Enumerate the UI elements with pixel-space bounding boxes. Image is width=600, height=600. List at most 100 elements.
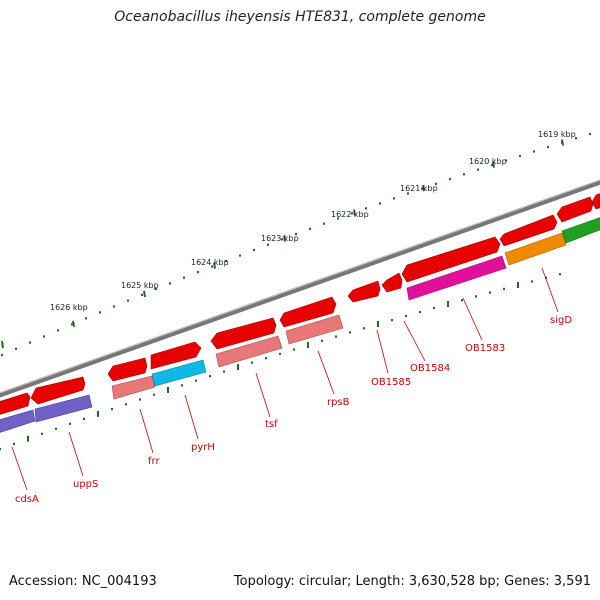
scale-tick-label: 1623 kbp xyxy=(261,234,299,243)
cog-band xyxy=(0,217,600,433)
inner-dot xyxy=(279,352,281,355)
leader-line xyxy=(462,297,483,341)
scale-dot xyxy=(379,202,381,205)
inner-major-tick xyxy=(237,364,239,371)
inner-major-tick xyxy=(377,321,379,328)
inner-dot xyxy=(503,287,505,290)
inner-dot xyxy=(251,361,253,364)
inner-dot xyxy=(559,273,561,276)
scale-dot xyxy=(435,182,437,185)
inner-major-tick xyxy=(27,435,29,442)
inner-dot xyxy=(69,422,71,425)
scale-tick-label: 1626 kbp xyxy=(50,303,88,312)
gene-bar-magenta xyxy=(406,255,507,301)
scale-dot xyxy=(71,323,73,326)
gene-arrow xyxy=(347,280,381,303)
gene-arrow xyxy=(0,392,31,415)
gene-arrow xyxy=(499,214,558,247)
scale-dot xyxy=(1,353,3,357)
scale-dot xyxy=(267,243,269,246)
scale-tick-label: 1621 kbp xyxy=(400,184,438,193)
gene-bar-pink xyxy=(285,314,344,345)
gene-arrow xyxy=(150,341,202,370)
inner-dot xyxy=(461,299,463,302)
gene-label-OB1585: OB1585 xyxy=(371,377,411,388)
inner-dot xyxy=(209,375,211,378)
gene-arrow xyxy=(381,272,403,293)
scale-major-tick xyxy=(422,185,425,192)
gene-bar-cyan xyxy=(151,359,207,387)
scale-dot xyxy=(477,168,479,171)
inner-major-tick xyxy=(97,410,99,417)
scale-track xyxy=(1,132,591,357)
scale-major-tick xyxy=(1,340,4,349)
leader-line xyxy=(184,394,199,440)
inner-dot xyxy=(405,314,407,318)
scale-dot xyxy=(351,212,353,215)
gene-bar-lavender xyxy=(0,409,36,433)
scale-dot xyxy=(337,217,339,220)
inner-dot xyxy=(349,331,351,334)
scale-dot xyxy=(449,177,451,181)
inner-major-tick xyxy=(517,282,519,289)
scale-dot xyxy=(365,207,367,210)
inner-dot xyxy=(111,408,113,411)
inner-dot xyxy=(391,318,393,322)
scale-tick-label: 1622 kbp xyxy=(331,210,369,219)
inner-dot xyxy=(41,432,43,435)
gene-label-uppS: uppS xyxy=(73,479,98,490)
gene-label-rpsB: rpsB xyxy=(327,397,350,408)
leader-line xyxy=(68,431,84,477)
inner-dot xyxy=(125,403,127,406)
genome-backbone-highlight xyxy=(0,179,600,394)
scale-tick-label: 1624 kbp xyxy=(191,258,229,267)
scale-dot xyxy=(505,159,507,162)
scale-major-tick xyxy=(353,209,356,216)
leader-line xyxy=(376,329,389,374)
scale-dot xyxy=(155,287,157,291)
scale-dot xyxy=(463,173,465,176)
gene-label-pyrH: pyrH xyxy=(191,442,215,453)
topology-text: Topology: circular; Length: 3,630,528 bp… xyxy=(233,574,591,589)
inner-dot xyxy=(475,295,477,298)
genome-backbone xyxy=(0,179,600,398)
gene-label-OB1583: OB1583 xyxy=(465,343,505,354)
gene-arrow xyxy=(556,196,594,223)
gene-bar-pink xyxy=(215,335,283,368)
scale-major-tick xyxy=(283,235,286,242)
scale-dot xyxy=(225,259,227,263)
gene-bar-green xyxy=(561,217,600,244)
gene-label-tsf: tsf xyxy=(265,419,278,430)
inner-dot xyxy=(545,276,547,279)
inner-dot xyxy=(13,442,15,446)
inner-dot xyxy=(321,339,323,342)
gene-bar-lavender xyxy=(34,394,93,423)
inner-dot xyxy=(181,384,183,387)
scale-dot xyxy=(211,265,213,268)
gene-label-cdsA: cdsA xyxy=(15,494,39,505)
scale-dot xyxy=(113,305,115,308)
inner-major-tick xyxy=(167,386,169,393)
scale-dot xyxy=(519,154,521,158)
scale-labels: 1626 kbp 1625 kbp 1624 kbp 1623 kbp 1622 kbp… xyxy=(1,130,576,349)
gene-bar-pink xyxy=(111,375,156,400)
inner-dot xyxy=(363,327,365,330)
leader-line xyxy=(541,267,559,313)
scale-dot xyxy=(491,163,493,167)
inner-dot xyxy=(0,448,1,451)
scale-dot xyxy=(323,222,325,225)
scale-dot xyxy=(547,145,549,149)
page-title: Oceanobacillus iheyensis HTE831, complet… xyxy=(114,9,486,25)
scale-dot xyxy=(407,192,409,195)
scale-dot xyxy=(15,347,17,350)
label-leaders xyxy=(11,267,559,491)
leader-line xyxy=(403,320,426,362)
gene-arrow xyxy=(107,357,148,382)
leader-line xyxy=(11,446,28,491)
gene-bar-orange xyxy=(504,232,567,266)
gene-label-sigD: sigD xyxy=(550,315,572,326)
scale-major-tick xyxy=(143,290,146,298)
inner-major-tick xyxy=(307,342,309,349)
gene-arrow xyxy=(30,376,86,405)
